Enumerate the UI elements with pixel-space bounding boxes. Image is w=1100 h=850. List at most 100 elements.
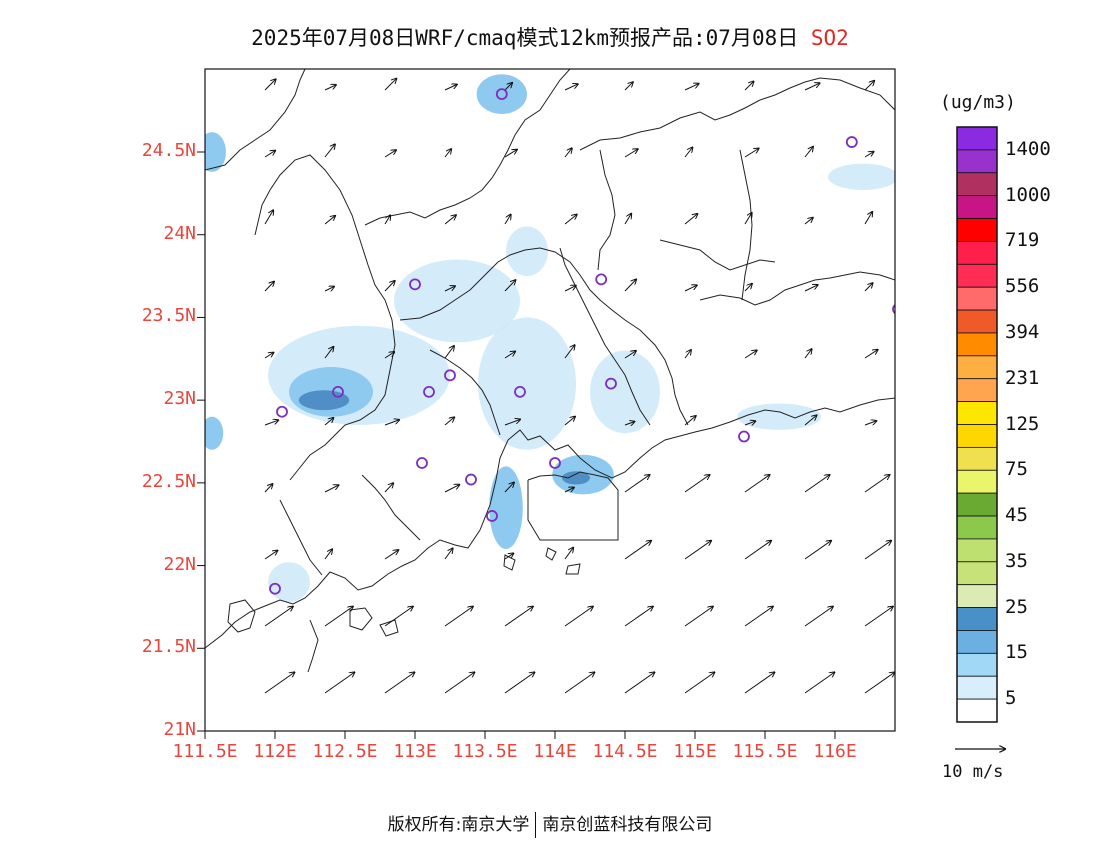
colorbar-label: 125: [1005, 412, 1040, 435]
wind-arrow: [324, 347, 333, 359]
lon-tick-label: 112.5E: [312, 741, 378, 762]
wind-arrow: [864, 212, 872, 225]
wind-arrow: [564, 548, 573, 560]
wind-arrow: [324, 549, 332, 560]
wind-arrow: [564, 286, 576, 292]
wind-arrow: [624, 422, 634, 425]
wind-arrow: [444, 85, 457, 91]
wind-arrow: [444, 417, 454, 426]
colorbar-swatch: [956, 286, 998, 311]
concentration-blob: [478, 317, 576, 450]
island: [307, 619, 319, 673]
wind-arrow: [264, 353, 273, 359]
colorbar-swatch: [956, 469, 998, 494]
wind-arrow: [684, 607, 713, 627]
wind-arrow: [684, 214, 697, 225]
station-marker: [892, 304, 895, 315]
colorbar-unit: (ug/m3): [940, 92, 1016, 113]
wind-arrow: [624, 214, 631, 225]
colorbar-swatch: [956, 698, 998, 723]
concentration-blob: [476, 74, 527, 114]
lon-tick-label: 111.5E: [172, 741, 238, 762]
wind-arrow: [384, 215, 390, 225]
station-marker: [495, 88, 508, 100]
island: [349, 607, 373, 631]
wind-arrow: [684, 475, 710, 493]
lat-tick-label: 22.5N: [141, 470, 196, 492]
wind-arrow: [504, 150, 517, 158]
colorbar-label: 45: [1005, 504, 1028, 527]
colorbar-swatch: [956, 607, 998, 631]
province-boundary: [429, 349, 501, 436]
wind-arrow: [684, 148, 692, 158]
province-boundary: [361, 474, 421, 541]
province-boundary: [399, 247, 689, 426]
concentration-blob: [737, 403, 821, 430]
wind-arrow: [504, 83, 512, 91]
colorbar-swatch: [956, 355, 998, 380]
wind-arrow: [804, 285, 818, 292]
colorbar-swatch: [956, 584, 998, 608]
colorbar-swatch: [956, 218, 998, 242]
province-boundary: [559, 247, 651, 426]
wind-arrow: [684, 416, 696, 426]
wind-arrow: [264, 282, 274, 292]
wind-arrow: [804, 475, 830, 493]
wind-arrow: [324, 418, 333, 426]
colorbar-swatch: [956, 195, 998, 219]
lon-tick-label: 115E: [673, 741, 717, 762]
wind-arrow: [864, 152, 874, 158]
wind-arrow: [864, 81, 874, 91]
wind-arrow: [624, 607, 653, 627]
wind-arrow: [744, 475, 770, 493]
station-marker: [514, 385, 526, 398]
colorbar-swatch: [956, 263, 998, 288]
colorbar-swatch: [956, 309, 998, 334]
colorbar-label: 231: [1005, 366, 1040, 389]
lat-tick-label: 22N: [163, 553, 196, 575]
wind-arrow: [264, 484, 273, 493]
wind-arrow: [324, 85, 336, 91]
vector-reference-label: 10 m/s: [942, 762, 1004, 782]
wind-vector-layer: [264, 79, 894, 694]
colorbar-label: 5: [1005, 687, 1017, 710]
wind-arrow: [384, 550, 398, 560]
province-boundary: [739, 149, 753, 301]
province-boundary: [579, 77, 895, 151]
wind-arrow: [564, 345, 575, 359]
lon-tick-label: 114.5E: [592, 741, 658, 762]
island: [545, 547, 557, 561]
concentration-blob: [205, 132, 226, 172]
wind-arrow: [444, 286, 455, 292]
colorbar-label: 15: [1005, 641, 1028, 664]
wind-arrow: [744, 421, 755, 425]
wind-arrow: [444, 485, 459, 493]
wind-arrow: [864, 283, 873, 292]
wind-arrow: [684, 541, 711, 560]
lon-tick-label: 113E: [393, 741, 437, 762]
wind-arrow: [744, 672, 774, 694]
wind-arrow: [324, 144, 335, 158]
colorbar-swatch: [956, 241, 998, 265]
station-marker: [845, 136, 858, 148]
colorbar-swatch: [956, 378, 998, 403]
wind-arrow: [804, 83, 820, 91]
lat-tick-label: 21.5N: [141, 636, 196, 658]
concentration-blob: [506, 226, 548, 277]
wind-arrow: [444, 346, 454, 359]
lat-tick-label: 24.5N: [141, 140, 196, 161]
colorbar-label: 556: [1005, 275, 1040, 298]
concentration-blob: [298, 390, 350, 411]
wind-arrow: [564, 607, 593, 627]
wind-arrow: [504, 672, 534, 694]
island: [379, 619, 399, 637]
wind-arrow: [864, 350, 878, 359]
wind-arrow: [264, 79, 276, 91]
wind-arrow: [264, 672, 294, 694]
wind-arrow: [624, 280, 636, 292]
lat-tick-label: 23.5N: [141, 305, 196, 327]
colorbar-swatch: [956, 126, 998, 151]
province-boundary: [699, 271, 895, 306]
concentration-blob: [489, 466, 523, 550]
